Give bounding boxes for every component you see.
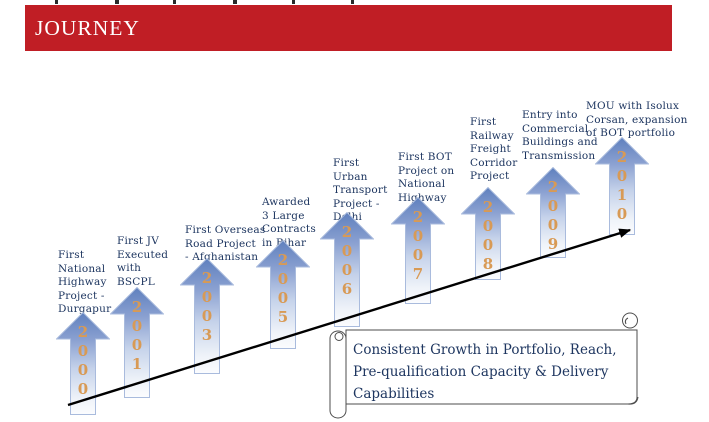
milestone-label: Entry into Commercial Buildings and Tran… <box>522 109 598 162</box>
cropped-text-artifact <box>55 0 58 4</box>
milestone-label: First BOT Project on National Highway <box>398 151 455 204</box>
milestone-label: First Urban Transport Project - Delhi <box>333 157 388 223</box>
milestone-label: First National Highway Project - Durgapu… <box>58 249 112 315</box>
milestone-label: First JV Executed with BSCPL <box>117 235 169 288</box>
milestone-year: 2 0 0 5 <box>277 251 289 326</box>
page-title: JOURNEY <box>35 15 140 40</box>
cropped-text-artifact <box>292 0 295 4</box>
milestone-year: 2 0 0 7 <box>412 208 424 283</box>
scroll-banner-text: Consistent Growth in Portfolio, Reach, P… <box>353 342 617 402</box>
milestone-label: First Railway Freight Corridor Project <box>470 116 518 182</box>
cropped-text-artifact <box>351 0 354 4</box>
cropped-text-artifact <box>173 0 176 4</box>
cropped-text-artifact <box>115 0 119 4</box>
title-bar: JOURNEY <box>25 5 672 51</box>
milestone-year: 2 0 0 3 <box>201 269 213 344</box>
milestone-year: 2 0 1 0 <box>616 148 628 223</box>
milestone-year: 2 0 0 9 <box>547 178 559 253</box>
milestone-year: 2 0 0 1 <box>131 298 143 373</box>
milestone-year: 2 0 0 8 <box>482 198 494 273</box>
milestone-label: MOU with Isolux Corsan, expansion of BOT… <box>586 100 688 139</box>
cropped-text-artifact <box>233 0 237 4</box>
milestone-year: 2 0 0 6 <box>341 223 353 298</box>
milestone-year: 2 0 0 0 <box>77 323 89 398</box>
